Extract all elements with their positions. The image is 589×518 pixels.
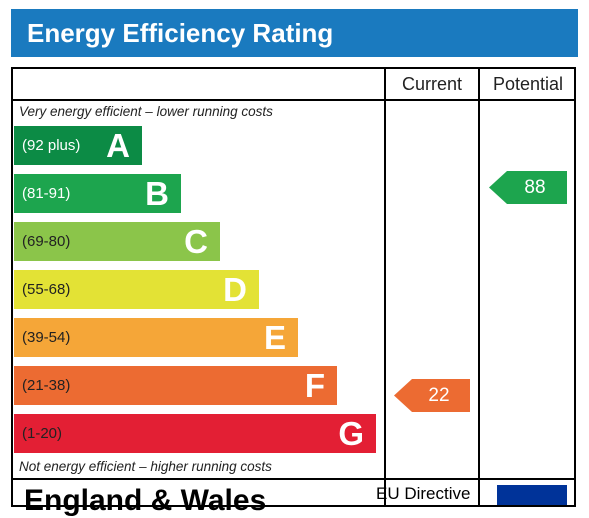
band-range-label: (55-68) bbox=[22, 281, 71, 298]
band-letter: E bbox=[263, 319, 286, 356]
rating-band-g: (1-20) G bbox=[14, 414, 376, 453]
current-column-divider bbox=[384, 67, 386, 507]
header-divider bbox=[11, 99, 576, 101]
band-letter: F bbox=[304, 367, 325, 404]
band-range-label: (92 plus) bbox=[22, 137, 81, 154]
band-letter: B bbox=[145, 175, 169, 212]
potential-column-header: Potential bbox=[492, 74, 564, 94]
rating-band-a: (92 plus) A bbox=[14, 126, 142, 165]
potential-rating-value: 88 bbox=[524, 177, 546, 198]
potential-column-divider bbox=[478, 67, 480, 507]
current-column-header: Current bbox=[401, 74, 463, 94]
potential-rating-arrow: 88 bbox=[489, 171, 567, 204]
rating-band-b: (81-91) B bbox=[14, 174, 181, 213]
band-range-label: (39-54) bbox=[22, 329, 71, 346]
band-letter: G bbox=[338, 415, 364, 452]
footer-divider bbox=[11, 478, 576, 480]
top-note: Very energy efficient – lower running co… bbox=[19, 104, 273, 119]
region-label: England & Wales bbox=[24, 484, 267, 517]
band-range-label: (1-20) bbox=[22, 425, 63, 442]
rating-band-d: (55-68) D bbox=[14, 270, 259, 309]
eu-flag-icon bbox=[497, 485, 567, 505]
band-range-label: (21-38) bbox=[22, 377, 71, 394]
band-letter: D bbox=[223, 271, 247, 308]
band-letter: A bbox=[106, 127, 130, 164]
bottom-note: Not energy efficient – higher running co… bbox=[19, 459, 272, 474]
band-range-label: (81-91) bbox=[22, 185, 71, 202]
band-range-label: (69-80) bbox=[22, 233, 71, 250]
current-rating-value: 22 bbox=[428, 385, 450, 406]
chart-title: Energy Efficiency Rating bbox=[11, 9, 578, 57]
current-rating-arrow: 22 bbox=[394, 379, 470, 412]
rating-band-f: (21-38) F bbox=[14, 366, 337, 405]
directive-label: EU Directive bbox=[376, 484, 471, 503]
rating-band-e: (39-54) E bbox=[14, 318, 298, 357]
band-letter: C bbox=[184, 223, 208, 260]
rating-band-c: (69-80) C bbox=[14, 222, 220, 261]
